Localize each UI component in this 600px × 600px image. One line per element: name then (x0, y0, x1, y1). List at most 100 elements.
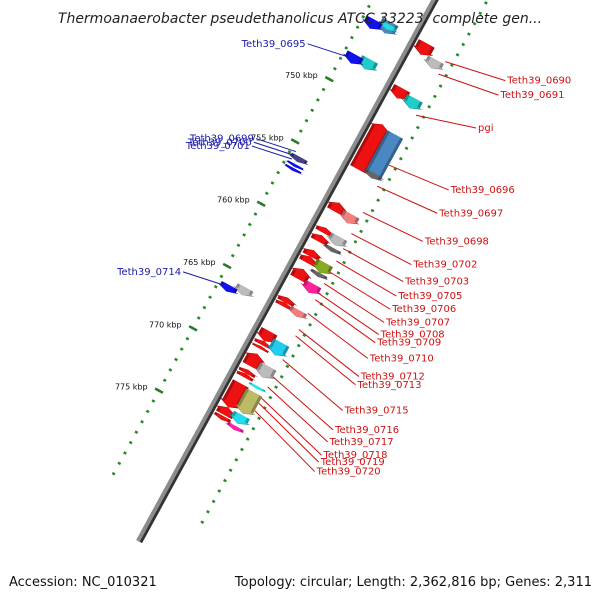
gene-feature[interactable] (287, 161, 303, 170)
gene-feature[interactable] (365, 131, 401, 179)
gene-feature[interactable] (235, 284, 252, 296)
gene-feature[interactable] (218, 406, 234, 418)
ruler-minor-tick (257, 416, 261, 421)
ruler-minor-tick (325, 291, 329, 296)
gene-feature[interactable] (245, 353, 263, 370)
gene-label-teth39-0702[interactable]: Teth39_0702 (412, 260, 477, 271)
ruler-minor-tick (134, 430, 139, 435)
gene-label-teth39-0705[interactable]: Teth39_0705 (397, 291, 462, 302)
gene-label-teth39-0697[interactable]: Teth39_0697 (438, 208, 503, 219)
leader-line (254, 410, 316, 472)
gene-feature[interactable] (258, 328, 275, 342)
gene-label-teth39-0690[interactable]: Teth39_0690 (506, 76, 571, 87)
gene-feature[interactable] (391, 85, 408, 99)
gene-label-teth39-0703[interactable]: Teth39_0703 (404, 277, 469, 288)
gene-feature[interactable] (231, 412, 248, 424)
gene-label-teth39-0716[interactable]: Teth39_0716 (334, 425, 399, 436)
gene-feature[interactable] (276, 300, 292, 310)
gene-feature[interactable] (404, 95, 421, 109)
leader-line (445, 61, 506, 82)
gene-label-teth39-0699[interactable]: Teth39_0699 (189, 134, 254, 145)
gene-feature[interactable] (364, 170, 381, 180)
gene-feature[interactable] (345, 51, 362, 64)
ruler-minor-tick (287, 149, 292, 154)
gene-feature[interactable] (300, 255, 317, 266)
gene-feature[interactable] (352, 124, 388, 173)
gene-label-teth39-0719[interactable]: Teth39_0719 (320, 457, 385, 468)
gene-feature[interactable] (292, 269, 310, 282)
gene-label-teth39-0713[interactable]: Teth39_0713 (357, 380, 422, 391)
leader-line (272, 376, 334, 431)
gene-feature[interactable] (380, 21, 396, 32)
gene-feature[interactable] (278, 295, 295, 306)
gene-feature[interactable] (227, 423, 243, 433)
ruler-minor-tick (304, 118, 309, 123)
gene-feature[interactable] (364, 17, 381, 29)
gene-feature[interactable] (214, 413, 231, 423)
gene-label-teth39-0709[interactable]: Teth39_0709 (376, 338, 441, 349)
gene-label-teth39-0706[interactable]: Teth39_0706 (391, 304, 456, 315)
ruler-minor-tick (393, 167, 398, 171)
gene-label-teth39-0714[interactable]: Teth39_0714 (116, 267, 181, 278)
gene-label-teth39-0712[interactable]: Teth39_0712 (360, 372, 425, 383)
gene-feature[interactable] (312, 234, 329, 245)
gene-label-teth39-0701[interactable]: Teth39_0701 (185, 141, 250, 152)
gene-label-teth39-0696[interactable]: Teth39_0696 (450, 185, 515, 196)
gene-label-teth39-0707[interactable]: Teth39_0707 (385, 317, 450, 328)
gene-feature[interactable] (324, 245, 341, 255)
ruler-minor-tick (230, 253, 235, 258)
gene-feature[interactable] (303, 281, 319, 293)
gene-label-teth39-0718[interactable]: Teth39_0718 (322, 450, 387, 461)
ruler-minor-tick (151, 399, 156, 403)
gene-feature[interactable] (285, 165, 301, 174)
gene-feature[interactable] (289, 307, 306, 318)
gene-label-teth39-0691[interactable]: Teth39_0691 (499, 90, 564, 101)
ruler-minor-tick (330, 281, 335, 286)
gene-feature[interactable] (256, 363, 274, 378)
gene-feature[interactable] (222, 380, 247, 408)
gene-feature[interactable] (329, 233, 345, 246)
leader-line (282, 359, 343, 411)
ruler-minor-tick (449, 63, 454, 68)
gene-feature[interactable] (329, 202, 346, 215)
ruler-minor-tick (270, 181, 275, 185)
gene-feature[interactable] (290, 154, 307, 164)
gene-label-teth39-0708[interactable]: Teth39_0708 (380, 329, 445, 340)
gene-feature[interactable] (341, 211, 358, 224)
gene-label-teth39-0698[interactable]: Teth39_0698 (424, 236, 489, 247)
ruler-minor-tick (251, 426, 256, 431)
gene-feature[interactable] (237, 389, 260, 414)
gene-feature[interactable] (255, 338, 271, 348)
gene-feature[interactable] (316, 226, 333, 236)
gene-label-pgi[interactable]: pgi (478, 123, 493, 134)
ruler-minor-tick (404, 146, 409, 151)
gene-feature[interactable] (415, 40, 432, 55)
gene-label-teth39-0710[interactable]: Teth39_0710 (369, 353, 434, 364)
label-leader-lines (182, 43, 506, 472)
ruler-minor-tick (274, 385, 278, 389)
gene-feature[interactable] (310, 270, 327, 280)
gene-label-teth39-0720[interactable]: Teth39_0720 (316, 467, 381, 478)
gene-feature[interactable] (425, 56, 442, 69)
gene-label-layer: Teth39_0695Teth39_0699Teth39_0700Teth39_… (116, 39, 571, 478)
leader-line (329, 271, 391, 310)
gene-feature[interactable] (269, 339, 287, 356)
gene-feature[interactable] (359, 56, 376, 70)
ruler-minor-tick (310, 108, 315, 113)
gene-feature[interactable] (249, 383, 265, 392)
gene-label-teth39-0717[interactable]: Teth39_0717 (329, 437, 394, 448)
ruler-minor-tick (223, 478, 227, 483)
gene-feature[interactable] (220, 282, 236, 293)
leader-line (255, 138, 297, 153)
gene-feature[interactable] (239, 367, 256, 377)
gene-label-teth39-0700[interactable]: Teth39_0700 (187, 137, 252, 148)
ruler-minor-tick (234, 458, 239, 462)
gene-feature[interactable] (304, 249, 320, 260)
gene-feature[interactable] (252, 343, 269, 352)
gene-label-teth39-0695[interactable]: Teth39_0695 (241, 39, 306, 50)
gene-label-teth39-0715[interactable]: Teth39_0715 (344, 405, 409, 416)
gene-feature[interactable] (314, 260, 331, 273)
gene-feature[interactable] (237, 371, 254, 381)
leader-line (388, 164, 449, 191)
